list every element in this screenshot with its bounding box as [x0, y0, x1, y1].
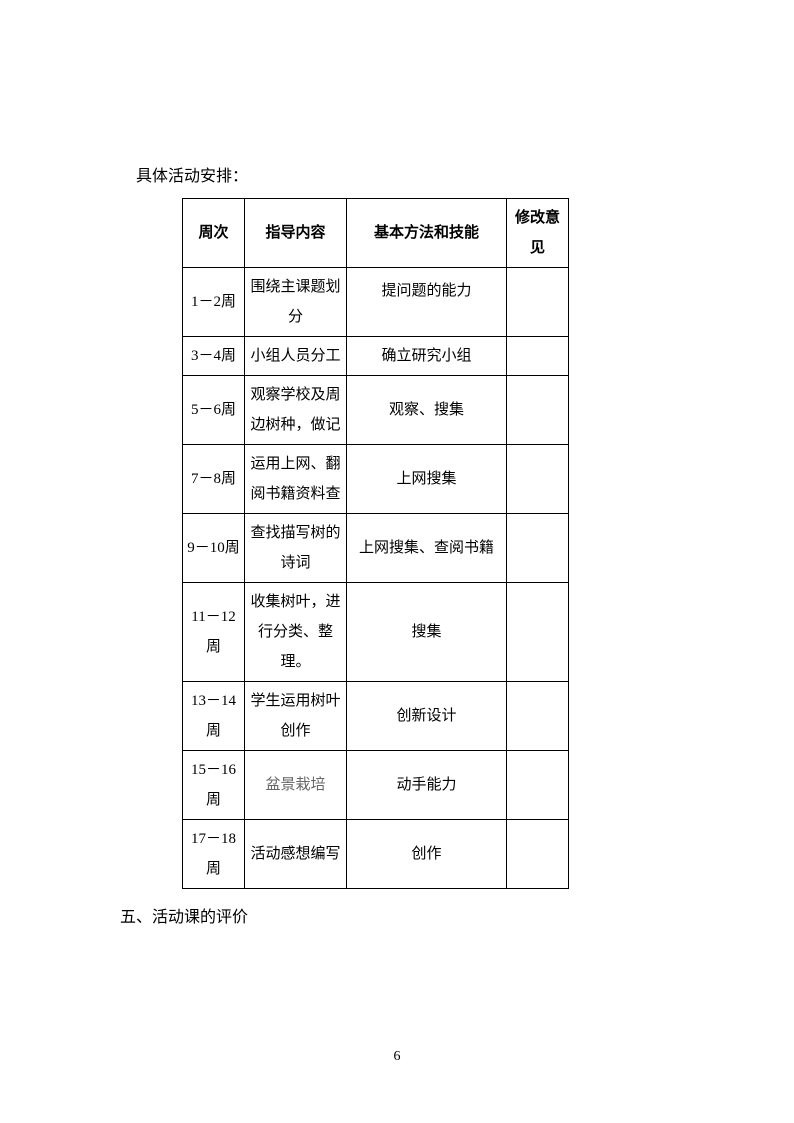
table-header-row: 周次 指导内容 基本方法和技能 修改意见	[183, 199, 569, 268]
table-row: 3－4周 小组人员分工 确立研究小组	[183, 337, 569, 376]
cell-method: 动手能力	[347, 751, 507, 820]
cell-method: 创新设计	[347, 682, 507, 751]
section-title: 具体活动安排：	[120, 162, 674, 186]
cell-guide: 收集树叶，进行分类、整理。	[245, 583, 347, 682]
header-week: 周次	[183, 199, 245, 268]
cell-week: 13－14 周	[183, 682, 245, 751]
schedule-table: 周次 指导内容 基本方法和技能 修改意见 1－2周 围绕主课题划分 提问题的能力…	[182, 198, 569, 889]
cell-guide: 观察学校及周边树种，做记	[245, 376, 347, 445]
cell-guide: 查找描写树的诗词	[245, 514, 347, 583]
cell-method: 搜集	[347, 583, 507, 682]
cell-guide: 活动感想编写	[245, 820, 347, 889]
cell-method: 观察、搜集	[347, 376, 507, 445]
cell-guide: 围绕主课题划分	[245, 268, 347, 337]
cell-method: 上网搜集、查阅书籍	[347, 514, 507, 583]
cell-week: 1－2周	[183, 268, 245, 337]
page-content: 具体活动安排： 周次 指导内容 基本方法和技能 修改意见 1－2周 围绕主课题划…	[0, 0, 794, 927]
cell-week: 15－16 周	[183, 751, 245, 820]
table-row: 5－6周 观察学校及周边树种，做记 观察、搜集	[183, 376, 569, 445]
cell-guide: 运用上网、翻阅书籍资料查	[245, 445, 347, 514]
header-guide: 指导内容	[245, 199, 347, 268]
cell-note	[507, 376, 569, 445]
cell-week: 5－6周	[183, 376, 245, 445]
cell-note	[507, 583, 569, 682]
cell-note	[507, 682, 569, 751]
cell-method: 确立研究小组	[347, 337, 507, 376]
cell-note	[507, 268, 569, 337]
cell-guide: 学生运用树叶创作	[245, 682, 347, 751]
cell-week: 9－10周	[183, 514, 245, 583]
table-row: 1－2周 围绕主课题划分 提问题的能力	[183, 268, 569, 337]
table-row: 13－14 周 学生运用树叶创作 创新设计	[183, 682, 569, 751]
page-number: 6	[0, 1049, 794, 1065]
cell-method: 创作	[347, 820, 507, 889]
cell-week: 7－8周	[183, 445, 245, 514]
cell-method: 提问题的能力	[347, 268, 507, 337]
cell-note	[507, 445, 569, 514]
cell-guide: 小组人员分工	[245, 337, 347, 376]
cell-week: 3－4周	[183, 337, 245, 376]
header-method: 基本方法和技能	[347, 199, 507, 268]
cell-note	[507, 337, 569, 376]
cell-note	[507, 751, 569, 820]
cell-week: 17－18 周	[183, 820, 245, 889]
table-row: 17－18 周 活动感想编写 创作	[183, 820, 569, 889]
cell-method: 上网搜集	[347, 445, 507, 514]
header-note: 修改意见	[507, 199, 569, 268]
cell-note	[507, 514, 569, 583]
footer-title: 五、活动课的评价	[120, 903, 674, 927]
cell-guide-bonsai: 盆景栽培	[245, 751, 347, 820]
cell-note	[507, 820, 569, 889]
table-row: 9－10周 查找描写树的诗词 上网搜集、查阅书籍	[183, 514, 569, 583]
cell-week: 11－12 周	[183, 583, 245, 682]
table-row: 11－12 周 收集树叶，进行分类、整理。 搜集	[183, 583, 569, 682]
table-row: 15－16 周 盆景栽培 动手能力	[183, 751, 569, 820]
table-row: 7－8周 运用上网、翻阅书籍资料查 上网搜集	[183, 445, 569, 514]
